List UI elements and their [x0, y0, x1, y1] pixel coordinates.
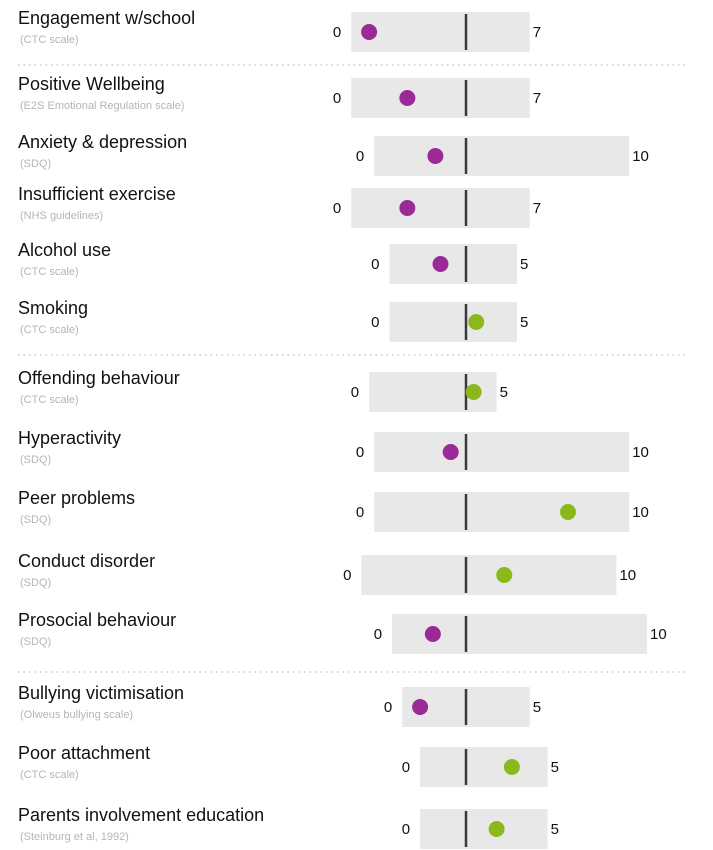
row-label: Anxiety & depression [18, 132, 187, 152]
row-scale-note: (CTC scale) [20, 769, 79, 781]
min-value-label: 0 [333, 90, 341, 107]
value-dot [412, 699, 429, 715]
value-dot [442, 444, 459, 460]
row-scale-note: (Steinburg et al, 1992) [20, 831, 129, 843]
max-value-label: 5 [551, 759, 559, 776]
value-dot [560, 504, 576, 520]
value-dot [488, 821, 505, 837]
row-scale-note: (SDQ) [20, 454, 51, 466]
row-label: Peer problems [18, 488, 135, 508]
row-scale-note: (CTC scale) [20, 394, 79, 406]
row-label: Positive Wellbeing [18, 74, 165, 94]
row-label: Parents involvement education [18, 805, 264, 825]
min-value-label: 0 [402, 821, 410, 838]
max-value-label: 5 [551, 821, 559, 838]
range-bar [420, 809, 548, 849]
min-value-label: 0 [371, 256, 379, 273]
value-dot [468, 314, 485, 330]
value-dot [432, 256, 449, 272]
max-value-label: 5 [500, 384, 508, 401]
max-value-label: 10 [632, 148, 649, 165]
row-label: Alcohol use [18, 240, 111, 260]
max-value-label: 7 [533, 200, 541, 217]
value-dot [424, 626, 441, 642]
min-value-label: 0 [351, 384, 359, 401]
max-value-label: 10 [619, 567, 636, 584]
range-bar [351, 78, 530, 118]
value-dot [399, 200, 416, 216]
min-value-label: 0 [356, 148, 364, 165]
row-scale-note: (SDQ) [20, 514, 51, 526]
row-scale-note: (CTC scale) [20, 324, 79, 336]
value-dot [496, 567, 513, 583]
row-label: Offending behaviour [18, 368, 180, 388]
row-label: Engagement w/school [18, 8, 195, 28]
max-value-label: 5 [520, 256, 528, 273]
row-label: Prosocial behaviour [18, 610, 176, 630]
value-dot [427, 148, 444, 164]
min-value-label: 0 [356, 504, 364, 521]
row-scale-note: (SDQ) [20, 577, 51, 589]
min-value-label: 0 [374, 626, 382, 643]
max-value-label: 5 [520, 314, 528, 331]
max-value-label: 7 [533, 90, 541, 107]
row-scale-note: (SDQ) [20, 158, 51, 170]
value-dot [399, 90, 416, 106]
range-bar [361, 555, 617, 595]
range-bar [374, 136, 630, 176]
min-value-label: 0 [333, 24, 341, 41]
range-bar [351, 188, 530, 228]
value-dot [361, 24, 378, 40]
row-label: Bullying victimisation [18, 683, 184, 703]
max-value-label: 10 [632, 504, 649, 521]
max-value-label: 10 [650, 626, 667, 643]
row-label: Smoking [18, 298, 88, 318]
value-dot [465, 384, 482, 400]
row-scale-note: (SDQ) [20, 636, 51, 648]
min-value-label: 0 [356, 444, 364, 461]
row-scale-note: (NHS guidelines) [20, 210, 103, 222]
min-value-label: 0 [333, 200, 341, 217]
max-value-label: 5 [533, 699, 541, 716]
row-label: Insufficient exercise [18, 184, 176, 204]
min-value-label: 0 [343, 567, 351, 584]
row-scale-note: (CTC scale) [20, 34, 79, 46]
row-scale-note: (E2S Emotional Regulation scale) [20, 100, 184, 112]
value-dot [503, 759, 520, 775]
max-value-label: 7 [533, 24, 541, 41]
row-scale-note: (CTC scale) [20, 266, 79, 278]
min-value-label: 0 [384, 699, 392, 716]
row-label: Hyperactivity [18, 428, 121, 448]
min-value-label: 0 [402, 759, 410, 776]
range-bar [389, 302, 517, 342]
row-label: Poor attachment [18, 743, 150, 763]
range-bar [374, 492, 630, 532]
range-bar [351, 12, 530, 52]
min-value-label: 0 [371, 314, 379, 331]
range-bar [420, 747, 548, 787]
row-scale-note: (Olweus bullying scale) [20, 709, 133, 721]
range-bar [389, 244, 517, 284]
max-value-label: 10 [632, 444, 649, 461]
row-label: Conduct disorder [18, 551, 155, 571]
range-bar [374, 432, 630, 472]
